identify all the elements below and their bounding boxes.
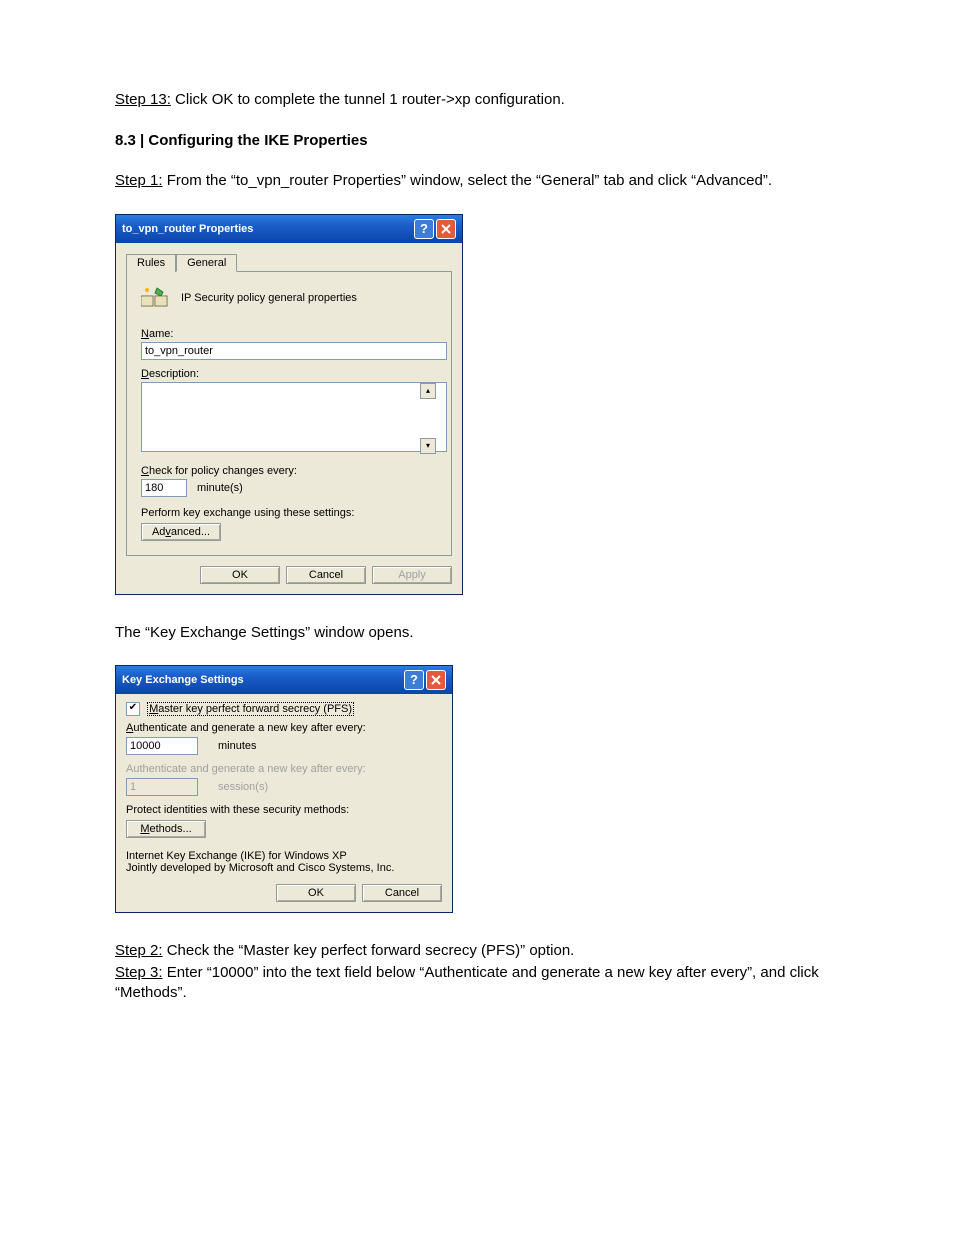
section-heading: 8.3 | Configuring the IKE Properties <box>115 132 839 149</box>
auth2-label: Authenticate and generate a new key afte… <box>126 763 442 775</box>
sessions-label: session(s) <box>218 781 268 793</box>
titlebar[interactable]: to_vpn_router Properties ? <box>116 215 462 243</box>
cancel-button-2[interactable]: Cancel <box>362 884 442 902</box>
step-2: Step 2: Check the “Master key perfect fo… <box>115 941 839 961</box>
step-3-text: Enter “10000” into the text field below … <box>115 964 819 1001</box>
step-2-text: Check the “Master key perfect forward se… <box>163 942 575 959</box>
step-2-label: Step 2: <box>115 942 163 959</box>
tab-general[interactable]: General <box>176 254 237 272</box>
minutes-label-2: minutes <box>218 740 257 752</box>
desc-label: Description: <box>141 368 437 380</box>
policy-icon <box>141 286 169 310</box>
window-title: to_vpn_router Properties <box>122 223 253 235</box>
tab-rules[interactable]: Rules <box>126 254 176 272</box>
tabs: Rules General <box>126 253 452 272</box>
help-button-2[interactable]: ? <box>404 670 424 690</box>
properties-window: to_vpn_router Properties ? Rules General <box>115 214 463 595</box>
general-panel: IP Security policy general properties Na… <box>126 272 452 556</box>
desc-input[interactable] <box>141 382 447 452</box>
ok-button[interactable]: OK <box>200 566 280 584</box>
step-3-label: Step 3: <box>115 964 163 981</box>
step-1-label: Step 1: <box>115 172 163 189</box>
apply-button[interactable]: Apply <box>372 566 452 584</box>
auth1-label: Authenticate and generate a new key afte… <box>126 722 442 734</box>
mid-text: The “Key Exchange Settings” window opens… <box>115 623 839 643</box>
desc-wrap: ▴ ▾ <box>141 382 437 455</box>
name-input[interactable] <box>141 342 447 360</box>
step-13: Step 13: Click OK to complete the tunnel… <box>115 90 839 110</box>
ok-button-2[interactable]: OK <box>276 884 356 902</box>
step-1-text: From the “to_vpn_router Properties” wind… <box>163 172 772 189</box>
pfs-row: ✔ Master key perfect forward secrecy (PF… <box>126 702 442 716</box>
step-13-label: Step 13: <box>115 91 171 108</box>
titlebar-2[interactable]: Key Exchange Settings ? <box>116 666 452 694</box>
minutes-label: minute(s) <box>197 482 243 494</box>
check-interval-input[interactable] <box>141 479 187 497</box>
name-label: Name: <box>141 328 437 340</box>
protect-label: Protect identities with these security m… <box>126 804 442 816</box>
methods-button[interactable]: Methods... <box>126 820 206 838</box>
step-3: Step 3: Enter “10000” into the text fiel… <box>115 963 839 1004</box>
panel-subhead: IP Security policy general properties <box>181 292 357 304</box>
step-1: Step 1: From the “to_vpn_router Properti… <box>115 171 839 191</box>
cancel-button[interactable]: Cancel <box>286 566 366 584</box>
ike-line1: Internet Key Exchange (IKE) for Windows … <box>126 850 442 862</box>
pfs-checkbox[interactable]: ✔ <box>126 702 140 716</box>
ike-line2: Jointly developed by Microsoft and Cisco… <box>126 862 442 874</box>
scroll-up[interactable]: ▴ <box>420 383 436 399</box>
key-exchange-window: Key Exchange Settings ? ✔ Master key per… <box>115 665 453 913</box>
perform-label: Perform key exchange using these setting… <box>141 507 437 519</box>
window-title-2: Key Exchange Settings <box>122 674 244 686</box>
auth-sessions-input <box>126 778 198 796</box>
check-label: Check for policy changes every: <box>141 465 437 477</box>
help-button[interactable]: ? <box>414 219 434 239</box>
advanced-button[interactable]: Advanced... <box>141 523 221 541</box>
pfs-label: Master key perfect forward secrecy (PFS) <box>147 702 354 716</box>
scroll-down[interactable]: ▾ <box>420 438 436 454</box>
close-button-2[interactable] <box>426 670 446 690</box>
auth-minutes-input[interactable] <box>126 737 198 755</box>
close-button[interactable] <box>436 219 456 239</box>
step-13-text: Click OK to complete the tunnel 1 router… <box>171 91 565 108</box>
